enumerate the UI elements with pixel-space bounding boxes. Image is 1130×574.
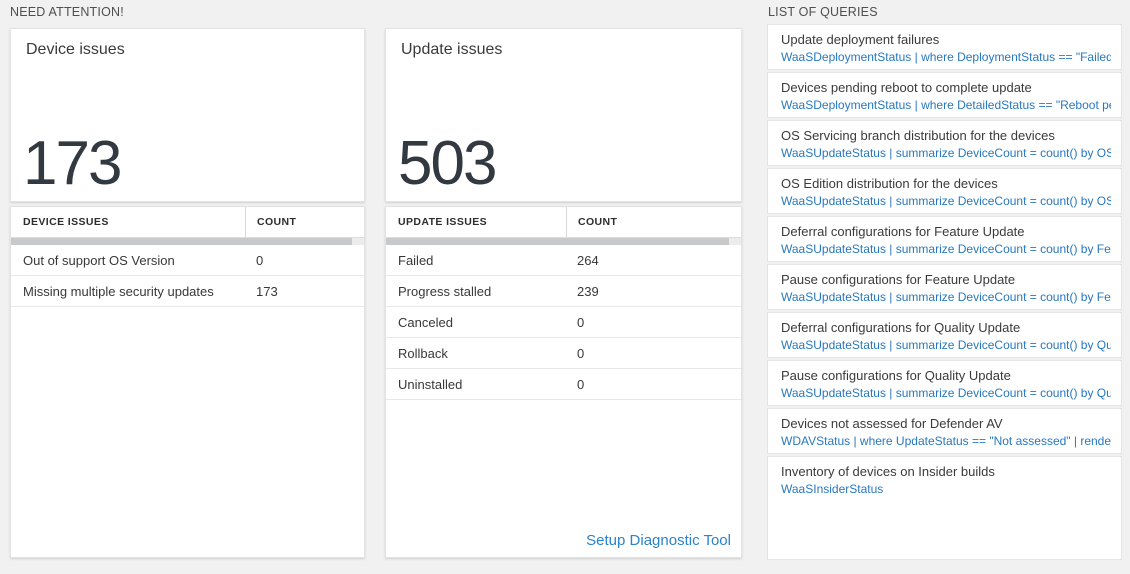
query-text: WaaSUpdateStatus | summarize DeviceCount… (781, 146, 1111, 160)
table-row[interactable]: Failed 264 (386, 245, 741, 276)
query-text: WaaSInsiderStatus (781, 482, 884, 496)
device-issues-table-header: DEVICE ISSUES COUNT (11, 207, 364, 238)
query-title: OS Edition distribution for the devices (781, 176, 998, 191)
query-item-os-edition-distribution[interactable]: OS Edition distribution for the devices … (767, 168, 1122, 214)
query-title: Deferral configurations for Quality Upda… (781, 320, 1021, 335)
setup-diagnostic-tool-link[interactable]: Setup Diagnostic Tool (586, 532, 731, 549)
query-title: Pause configurations for Feature Update (781, 272, 1016, 287)
row-count: 264 (577, 252, 599, 268)
update-issues-card-title: Update issues (401, 41, 503, 58)
need-attention-section-header: NEED ATTENTION! (10, 5, 124, 19)
query-item-insider-builds-inventory[interactable]: Inventory of devices on Insider builds W… (767, 456, 1122, 560)
table-row[interactable]: Out of support OS Version 0 (11, 245, 364, 276)
query-title: Inventory of devices on Insider builds (781, 464, 995, 479)
row-count: 239 (577, 283, 599, 299)
query-text: WaaSUpdateStatus | summarize DeviceCount… (781, 386, 1111, 400)
query-item-pause-feature-update[interactable]: Pause configurations for Feature Update … (767, 264, 1122, 310)
query-text: WaaSDeploymentStatus | where DetailedSta… (781, 98, 1111, 112)
row-label: Out of support OS Version (23, 252, 175, 268)
query-text: WaaSUpdateStatus | summarize DeviceCount… (781, 194, 1111, 208)
table-horizontal-scrollbar[interactable] (11, 238, 364, 245)
row-label: Failed (398, 252, 434, 268)
list-of-queries-panel: Update deployment failures WaaSDeploymen… (767, 24, 1122, 560)
row-label: Uninstalled (398, 376, 463, 392)
update-issues-card[interactable]: Update issues 503 (385, 28, 742, 202)
query-title: Deferral configurations for Feature Upda… (781, 224, 1025, 239)
query-text: WaaSUpdateStatus | summarize DeviceCount… (781, 242, 1111, 256)
row-label: Rollback (398, 345, 448, 361)
query-text: WaaSUpdateStatus | summarize DeviceCount… (781, 338, 1111, 352)
list-of-queries-section-header: LIST OF QUERIES (768, 5, 878, 19)
row-label: Canceled (398, 314, 453, 330)
table-row[interactable]: Rollback 0 (386, 338, 741, 369)
row-label: Progress stalled (398, 283, 492, 299)
query-item-deferral-feature-update[interactable]: Deferral configurations for Feature Upda… (767, 216, 1122, 262)
query-text: WaaSDeploymentStatus | where DeploymentS… (781, 50, 1111, 64)
query-item-os-servicing-branch[interactable]: OS Servicing branch distribution for the… (767, 120, 1122, 166)
scrollbar-thumb[interactable] (11, 238, 352, 245)
table-horizontal-scrollbar[interactable] (386, 238, 741, 245)
update-issues-table: UPDATE ISSUES COUNT Failed 264 Progress … (385, 206, 742, 558)
query-item-pause-quality-update[interactable]: Pause configurations for Quality Update … (767, 360, 1122, 406)
query-text: WaaSUpdateStatus | summarize DeviceCount… (781, 290, 1111, 304)
query-item-devices-pending-reboot[interactable]: Devices pending reboot to complete updat… (767, 72, 1122, 118)
table-row[interactable]: Uninstalled 0 (386, 369, 741, 400)
query-item-update-deployment-failures[interactable]: Update deployment failures WaaSDeploymen… (767, 24, 1122, 70)
query-title: Devices not assessed for Defender AV (781, 416, 1003, 431)
column-header-count: COUNT (566, 207, 741, 237)
query-title: Devices pending reboot to complete updat… (781, 80, 1032, 95)
table-row[interactable]: Canceled 0 (386, 307, 741, 338)
query-title: Update deployment failures (781, 32, 940, 47)
update-issues-table-header: UPDATE ISSUES COUNT (386, 207, 741, 238)
scrollbar-thumb[interactable] (386, 238, 729, 245)
table-row[interactable]: Progress stalled 239 (386, 276, 741, 307)
query-title: Pause configurations for Quality Update (781, 368, 1011, 383)
row-label: Missing multiple security updates (23, 283, 214, 299)
query-text: WDAVStatus | where UpdateStatus == "Not … (781, 434, 1111, 448)
device-issues-count: 173 (23, 129, 122, 198)
query-title: OS Servicing branch distribution for the… (781, 128, 1055, 143)
column-header-count: COUNT (245, 207, 364, 237)
query-item-deferral-quality-update[interactable]: Deferral configurations for Quality Upda… (767, 312, 1122, 358)
row-count: 0 (577, 314, 585, 330)
column-header-device-issues: DEVICE ISSUES (23, 216, 109, 228)
table-row[interactable]: Missing multiple security updates 173 (11, 276, 364, 307)
device-issues-table: DEVICE ISSUES COUNT Out of support OS Ve… (10, 206, 365, 558)
column-header-update-issues: UPDATE ISSUES (398, 216, 488, 228)
row-count: 0 (256, 252, 264, 268)
device-issues-card-title: Device issues (26, 41, 125, 58)
row-count: 0 (577, 345, 585, 361)
row-count: 173 (256, 283, 278, 299)
query-item-defender-av-not-assessed[interactable]: Devices not assessed for Defender AV WDA… (767, 408, 1122, 454)
row-count: 0 (577, 376, 585, 392)
device-issues-card[interactable]: Device issues 173 (10, 28, 365, 202)
update-issues-count: 503 (398, 129, 497, 198)
